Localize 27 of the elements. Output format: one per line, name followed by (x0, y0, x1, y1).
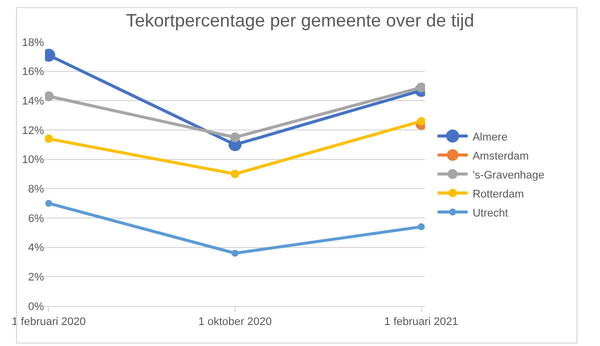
x-tick-label: 1 februari 2021 (384, 316, 458, 328)
y-tick-label: 12% (22, 124, 44, 137)
y-tick-label: 2% (28, 272, 44, 284)
y-tick-label: 8% (28, 184, 44, 196)
point (230, 132, 240, 142)
legend-label: 's-Gravenhage (472, 169, 544, 182)
point (232, 250, 238, 257)
y-tick-label: 16% (22, 66, 44, 78)
legend-label: Rotterdam (472, 188, 524, 200)
y-tick-label: 10% (22, 154, 44, 166)
y-tick-label: 4% (28, 242, 44, 254)
legend-label: Amsterdam (472, 150, 529, 162)
point (45, 91, 54, 102)
point (45, 134, 53, 144)
x-tick-label: 1 oktober 2020 (198, 316, 272, 328)
point (418, 223, 425, 230)
point (230, 170, 240, 178)
chart-title: Tekortpercentage per gemeente over de tijd (126, 10, 474, 30)
legend-label: Almere (472, 131, 508, 144)
point (416, 82, 425, 92)
point (417, 116, 425, 126)
legend-label: Utrecht (472, 207, 508, 220)
y-tick-label: 14% (22, 96, 44, 108)
y-tick-label: 18% (22, 36, 44, 49)
y-tick-label: 6% (28, 212, 44, 225)
y-tick-label: 0% (28, 300, 44, 313)
point (45, 200, 52, 207)
